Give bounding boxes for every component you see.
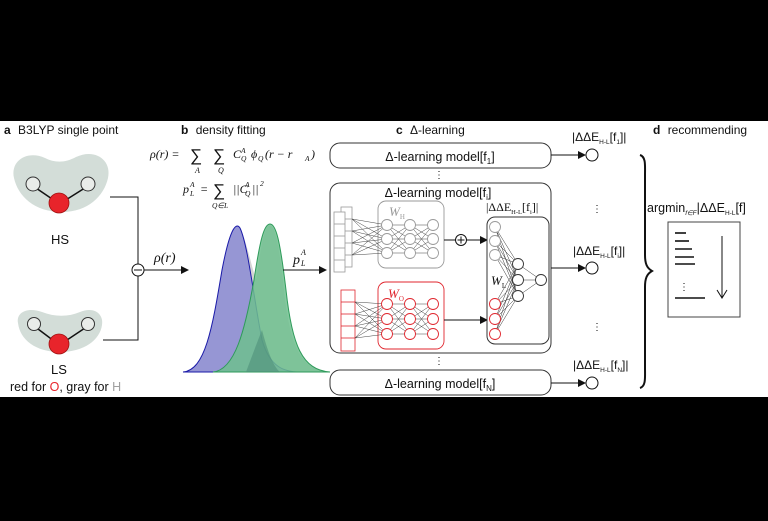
ellipsis: ⋮	[592, 204, 602, 215]
ellipsis: ⋮	[434, 170, 444, 181]
svg-text:WO: WO	[388, 286, 404, 303]
svg-text:A: A	[244, 180, 250, 189]
hs-label: HS	[51, 232, 69, 247]
model-box-f1: Δ-learning model[f1]	[329, 142, 552, 169]
wh-network: WH	[351, 200, 445, 269]
svg-text:Q: Q	[245, 189, 251, 198]
projection-label: p A L	[292, 248, 306, 268]
svg-text:A: A	[304, 154, 310, 163]
equation-projection: p A L = ∑ Q∈L ||C A Q || 2	[182, 179, 264, 210]
svg-text:L: L	[300, 259, 306, 268]
output-label-fi: |ΔΔEH-L[fi]|	[573, 244, 625, 260]
svg-text:A: A	[189, 180, 195, 189]
panel-c: c Δ-learning Δ-learning model[f1] ⋮ Δ-le…	[329, 123, 552, 396]
argmin-expression: argminf∈F|ΔΔEH-L[f]	[647, 201, 746, 217]
hydrogen-atom-icon	[81, 317, 95, 331]
panel-a: a B3LYP single point HS LS red for O, gr…	[4, 123, 189, 394]
output-label-f1: |ΔΔEH-L[f1]|	[572, 130, 626, 146]
equation-density: ρ(r) = ∑ ∑ A Q C A Q ϕ Q (r − r A )	[149, 146, 315, 175]
hs-density-blob	[13, 153, 109, 212]
svg-text:Δ-learning model[fN]: Δ-learning model[fN]	[385, 377, 496, 393]
svg-text:p: p	[182, 182, 189, 196]
oxygen-atom-icon	[48, 192, 70, 214]
model-box-fn: Δ-learning model[fN]	[329, 369, 552, 396]
ellipsis: ⋮	[592, 322, 602, 333]
h-feature-matrix	[333, 206, 353, 273]
svg-text:C: C	[233, 147, 242, 161]
panel-a-title: a B3LYP single point	[4, 123, 119, 137]
svg-text:∑: ∑	[190, 146, 202, 165]
panel-c-title: c Δ-learning	[396, 123, 465, 137]
o-feature-matrix	[340, 289, 356, 352]
inner-output-label: |ΔΔEH-L[fi]|	[486, 200, 538, 216]
output-node-icon	[585, 376, 599, 390]
svg-text:2: 2	[260, 179, 264, 188]
svg-text:Δ-learning model[f1]: Δ-learning model[f1]	[385, 150, 494, 166]
svg-text:WL: WL	[491, 273, 506, 290]
svg-text:||: ||	[252, 182, 259, 196]
ls-label: LS	[51, 362, 67, 377]
output-label-fn: |ΔΔEH-L[fN]|	[573, 358, 628, 374]
density-distribution-plot	[182, 223, 331, 373]
wo-network: WO	[354, 281, 445, 350]
model-box-fi: Δ-learning model[fi] WH	[329, 182, 552, 354]
svg-text:L: L	[189, 189, 194, 198]
model-outputs: |ΔΔEH-L[f1]| ⋮ |ΔΔEH-L[fi]| ⋮ |ΔΔEH-L[fN…	[551, 130, 654, 390]
svg-text:||C: ||C	[233, 182, 249, 196]
svg-text:WH: WH	[389, 204, 405, 221]
ellipsis: ⋮	[434, 356, 444, 367]
svg-text:ϕ: ϕ	[251, 147, 257, 161]
output-node-icon	[585, 261, 599, 275]
output-node-icon	[585, 148, 599, 162]
svg-text:p: p	[292, 253, 300, 268]
svg-text:(r − r: (r − r	[265, 147, 293, 161]
hydrogen-atom-icon	[27, 317, 41, 331]
svg-text:A: A	[240, 146, 246, 155]
panel-b-title: b density fitting	[181, 123, 266, 137]
svg-text:Q∈L: Q∈L	[212, 201, 228, 210]
svg-text:Q: Q	[241, 154, 247, 163]
svg-text:⋮: ⋮	[679, 282, 689, 293]
panel-b: b density fitting ρ(r) = ∑ ∑ A Q C A Q ϕ…	[149, 123, 331, 373]
svg-text:Q: Q	[218, 166, 224, 175]
svg-text:Δ-learning model[fi]: Δ-learning model[fi]	[385, 186, 492, 202]
wl-network: |ΔΔEH-L[fi]| WL	[486, 200, 550, 345]
svg-text:Q: Q	[258, 154, 264, 163]
hs-molecule	[13, 153, 109, 214]
ls-density-peak	[212, 223, 331, 373]
svg-text:): )	[310, 147, 315, 161]
panel-d-title: d recommending	[653, 123, 747, 137]
hydrogen-atom-icon	[25, 176, 41, 192]
svg-text:=: =	[200, 182, 208, 196]
panel-d: d recommending argminf∈F|ΔΔEH-L[f] ⋮	[647, 123, 747, 318]
svg-text:∑: ∑	[213, 181, 225, 200]
rho-label: ρ(r)	[153, 251, 176, 266]
svg-text:A: A	[194, 166, 200, 175]
ranked-list-box: ⋮	[667, 221, 741, 318]
oxygen-atom-icon	[48, 333, 70, 355]
svg-text:ρ(r) =: ρ(r) =	[149, 147, 180, 161]
curly-brace	[639, 154, 654, 389]
atom-color-legend: red for O, gray for H	[10, 380, 121, 394]
svg-text:A: A	[300, 248, 306, 257]
ls-molecule	[17, 309, 103, 355]
hydrogen-atom-icon	[80, 176, 96, 192]
svg-text:∑: ∑	[213, 146, 225, 165]
